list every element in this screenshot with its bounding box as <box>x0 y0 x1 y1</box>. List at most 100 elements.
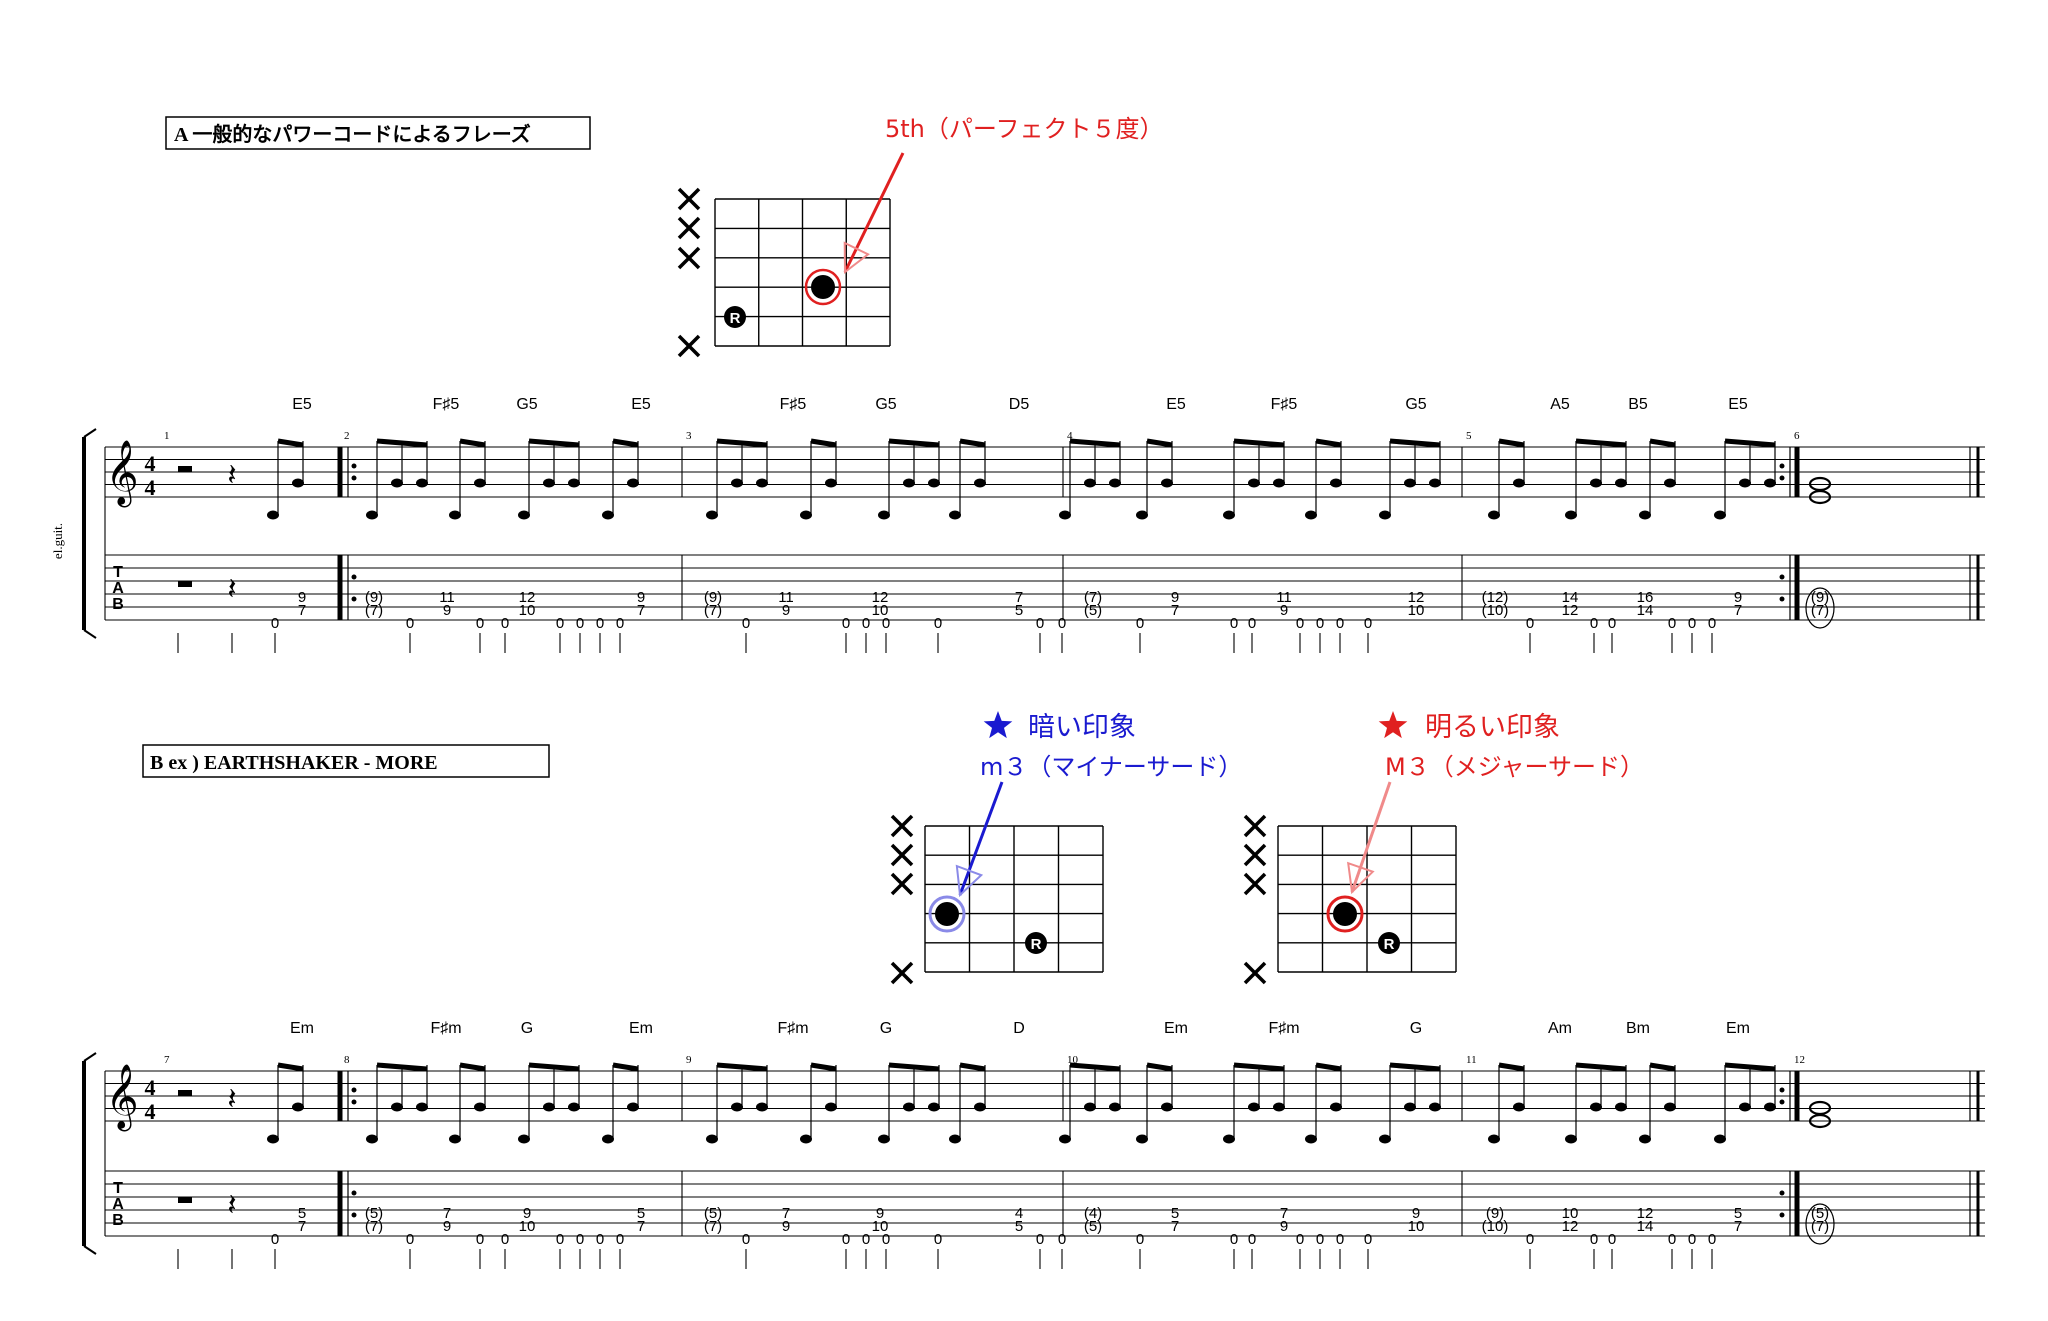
tab-open-string: 0 <box>1364 1231 1372 1248</box>
bright-impression-label: 明るい印象 <box>1425 712 1560 743</box>
tab-fret-number: 12 <box>519 589 536 606</box>
repeat-dot <box>351 1190 357 1196</box>
tab-open-string: 0 <box>862 615 870 632</box>
tab-open-string: 0 <box>1708 1231 1716 1248</box>
tab-fret-number: 12 <box>872 589 889 606</box>
tab-open-string: 0 <box>501 615 509 632</box>
tab-open-string: 0 <box>1688 615 1696 632</box>
note-head <box>1248 478 1260 488</box>
chord-name: G5 <box>1405 396 1426 413</box>
muted-string-icon <box>677 246 701 270</box>
chord-name: F♯m <box>777 1020 808 1037</box>
note-head <box>1739 1102 1751 1112</box>
note-beam <box>376 1062 428 1072</box>
chord-name: G <box>1410 1020 1422 1037</box>
whole-note <box>1808 489 1832 505</box>
note-head <box>825 1102 837 1112</box>
note-head <box>800 1134 812 1144</box>
chord-name: E5 <box>631 396 651 413</box>
note-head <box>1305 510 1317 520</box>
tab-fret-number: 9 <box>443 1218 451 1235</box>
tab-open-string: 0 <box>406 615 414 632</box>
tab-open-string: 0 <box>476 1231 484 1248</box>
tab-letter-a: A <box>112 1196 124 1213</box>
tab-fret-number: (9) <box>704 589 722 606</box>
section-a-title-box <box>165 116 591 150</box>
muted-string-icon <box>1243 814 1267 838</box>
tab-open-string: 0 <box>596 1231 604 1248</box>
x-stroke <box>890 814 914 838</box>
measure-number: 8 <box>344 1054 350 1066</box>
measure-number: 5 <box>1466 430 1472 442</box>
highlight-ring <box>1326 895 1364 933</box>
time-sig-top: 4 <box>145 451 156 476</box>
whole-note <box>1808 1113 1832 1129</box>
tab-fret-number: (5) <box>1084 602 1102 619</box>
section-b: B ex ) EARTHSHAKER - MORE R 暗い印象 m３（マイナーサード… <box>82 711 1985 1269</box>
note-head <box>627 478 639 488</box>
chord-name: G <box>521 1020 533 1037</box>
note-head <box>1565 1134 1577 1144</box>
tab-open-string: 0 <box>271 1231 279 1248</box>
tab-open-string: 0 <box>1668 615 1676 632</box>
repeat-dot <box>1779 1190 1785 1196</box>
note-beam <box>810 1062 837 1072</box>
tab-fret-number: 12 <box>1408 589 1425 606</box>
note-beam <box>959 438 986 448</box>
tab-open-string: 0 <box>1608 615 1616 632</box>
note-head <box>949 1134 961 1144</box>
tab-open-string: 0 <box>882 615 890 632</box>
arrow-line <box>843 152 905 273</box>
tab-open-string: 0 <box>1316 1231 1324 1248</box>
note-head <box>706 510 718 520</box>
tab-fret-number: 5 <box>1171 1205 1179 1222</box>
note-beam <box>716 438 768 448</box>
note-beam <box>528 438 580 448</box>
note-head <box>974 478 986 488</box>
tab-fret-number: (7) <box>1811 602 1829 619</box>
note-head <box>391 1102 403 1112</box>
note-head <box>949 510 961 520</box>
root-marker-icon: R <box>1378 932 1400 954</box>
note-beam <box>277 438 304 448</box>
tab-fret-number: 12 <box>1562 1218 1579 1235</box>
tab-fret-number: 9 <box>523 1205 531 1222</box>
note-head <box>731 1102 743 1112</box>
tab-fret-number: 12 <box>1562 602 1579 619</box>
tab-fret-number: (7) <box>704 602 722 619</box>
note-head <box>602 1134 614 1144</box>
tab-fret-number: 7 <box>1734 1218 1742 1235</box>
repeat-dot <box>351 463 357 469</box>
repeat-dot <box>1779 596 1785 602</box>
tab-open-string: 0 <box>1036 1231 1044 1248</box>
note-head <box>1764 478 1776 488</box>
note-head <box>1223 510 1235 520</box>
measure-number: 12 <box>1794 1054 1805 1066</box>
note-head <box>1084 1102 1096 1112</box>
x-stroke <box>1243 814 1267 838</box>
note-beam <box>459 1062 486 1072</box>
x-stroke <box>677 246 701 270</box>
tab-open-string: 0 <box>882 1231 890 1248</box>
note-head <box>1429 1102 1441 1112</box>
note-head <box>974 1102 986 1112</box>
muted-string-icon <box>890 872 914 896</box>
tab-open-string: 0 <box>1590 615 1598 632</box>
note-head <box>1664 478 1676 488</box>
note-head <box>1273 478 1285 488</box>
system-bracket <box>83 1245 97 1255</box>
muted-string-icon <box>1243 961 1267 985</box>
note-head <box>366 510 378 520</box>
root-letter: R <box>1384 936 1395 953</box>
note-head <box>543 1102 555 1112</box>
tab-fret-number: (12) <box>1482 589 1509 606</box>
note-head <box>474 478 486 488</box>
note-beam <box>1315 438 1342 448</box>
note-head <box>1739 478 1751 488</box>
note-head <box>1404 478 1416 488</box>
repeat-dot <box>351 1212 357 1218</box>
chord-name: Em <box>290 1020 314 1037</box>
note-head <box>878 510 890 520</box>
quarter-rest-icon: 𝄽 <box>227 1082 236 1117</box>
finger-dot <box>811 275 835 299</box>
